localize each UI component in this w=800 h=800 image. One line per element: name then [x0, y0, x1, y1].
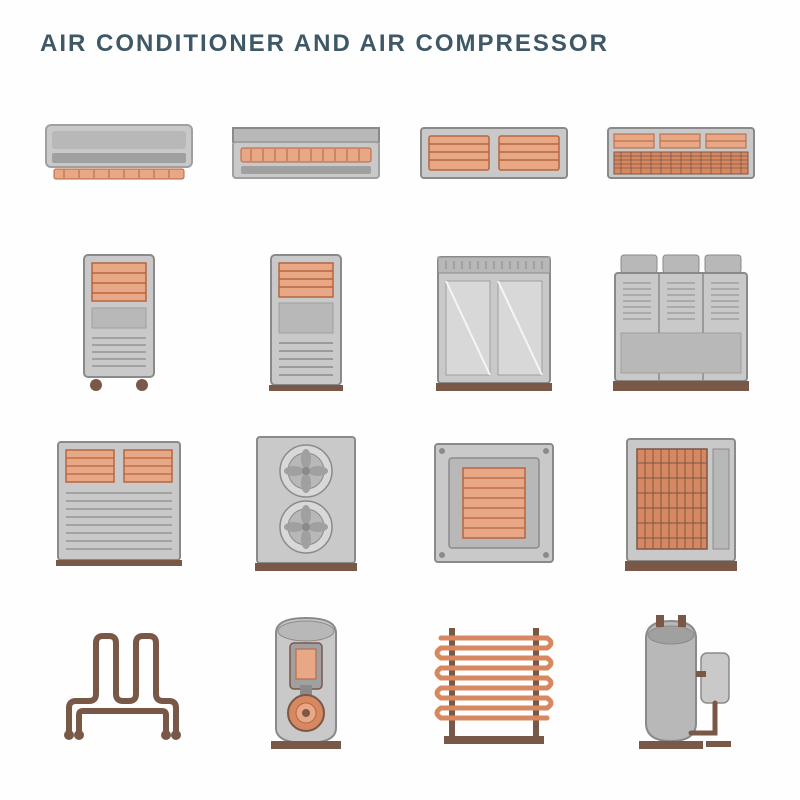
- icon-rooftop-unit-top: [415, 433, 573, 573]
- icon-condenser-dual-fan: [228, 433, 386, 573]
- icon-portable-ac-wheels: [40, 253, 198, 393]
- icon-evaporator-coil: [415, 613, 573, 753]
- icon-portable-ac-tall: [228, 253, 386, 393]
- page-title: AIR CONDITIONER AND AIR COMPRESSOR: [40, 30, 760, 58]
- icon-chiller-multi-module: [603, 253, 761, 393]
- icon-compressor-tank: [603, 613, 761, 753]
- icon-package-unit-louvered: [40, 433, 198, 573]
- icon-ceiling-grille-mesh: [603, 93, 761, 213]
- icon-compressor-cutaway: [228, 613, 386, 753]
- icon-split-wall-unit: [40, 93, 198, 213]
- icon-grid: [40, 93, 760, 753]
- icon-cabinet-double-door: [415, 253, 573, 393]
- icon-heating-coil-element: [40, 613, 198, 753]
- icon-ceiling-cassette-long: [228, 93, 386, 213]
- icon-ceiling-grille-double: [415, 93, 573, 213]
- icon-condenser-side-coil: [603, 433, 761, 573]
